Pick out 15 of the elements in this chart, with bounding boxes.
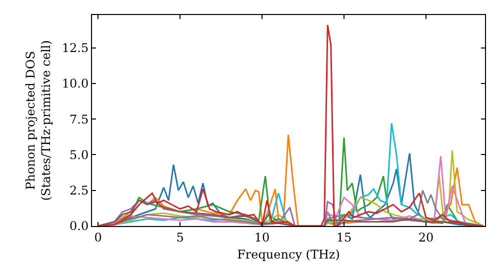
y-tick-label: 10.0	[62, 76, 89, 91]
x-tick-label: 15	[336, 230, 352, 244]
y-tick-label: 12.5	[62, 40, 89, 55]
x-tick-label: 20	[418, 230, 434, 244]
x-tick-label: 5	[176, 230, 184, 244]
line-series	[97, 200, 484, 226]
y-axis-title: Phonon projected DOS (States/THz·primitive cell)	[24, 40, 54, 201]
y-tick-label: 7.5	[70, 112, 89, 126]
y-tick-label: 5.0	[70, 148, 89, 162]
x-tick-label: 10	[254, 230, 270, 244]
line-series	[97, 24, 484, 226]
y-tick-label: 0.0	[70, 219, 89, 234]
x-tick-label: 0	[94, 230, 102, 244]
x-axis-title: Frequency (THz)	[237, 247, 340, 262]
y-tick-label: 2.5	[70, 184, 89, 198]
